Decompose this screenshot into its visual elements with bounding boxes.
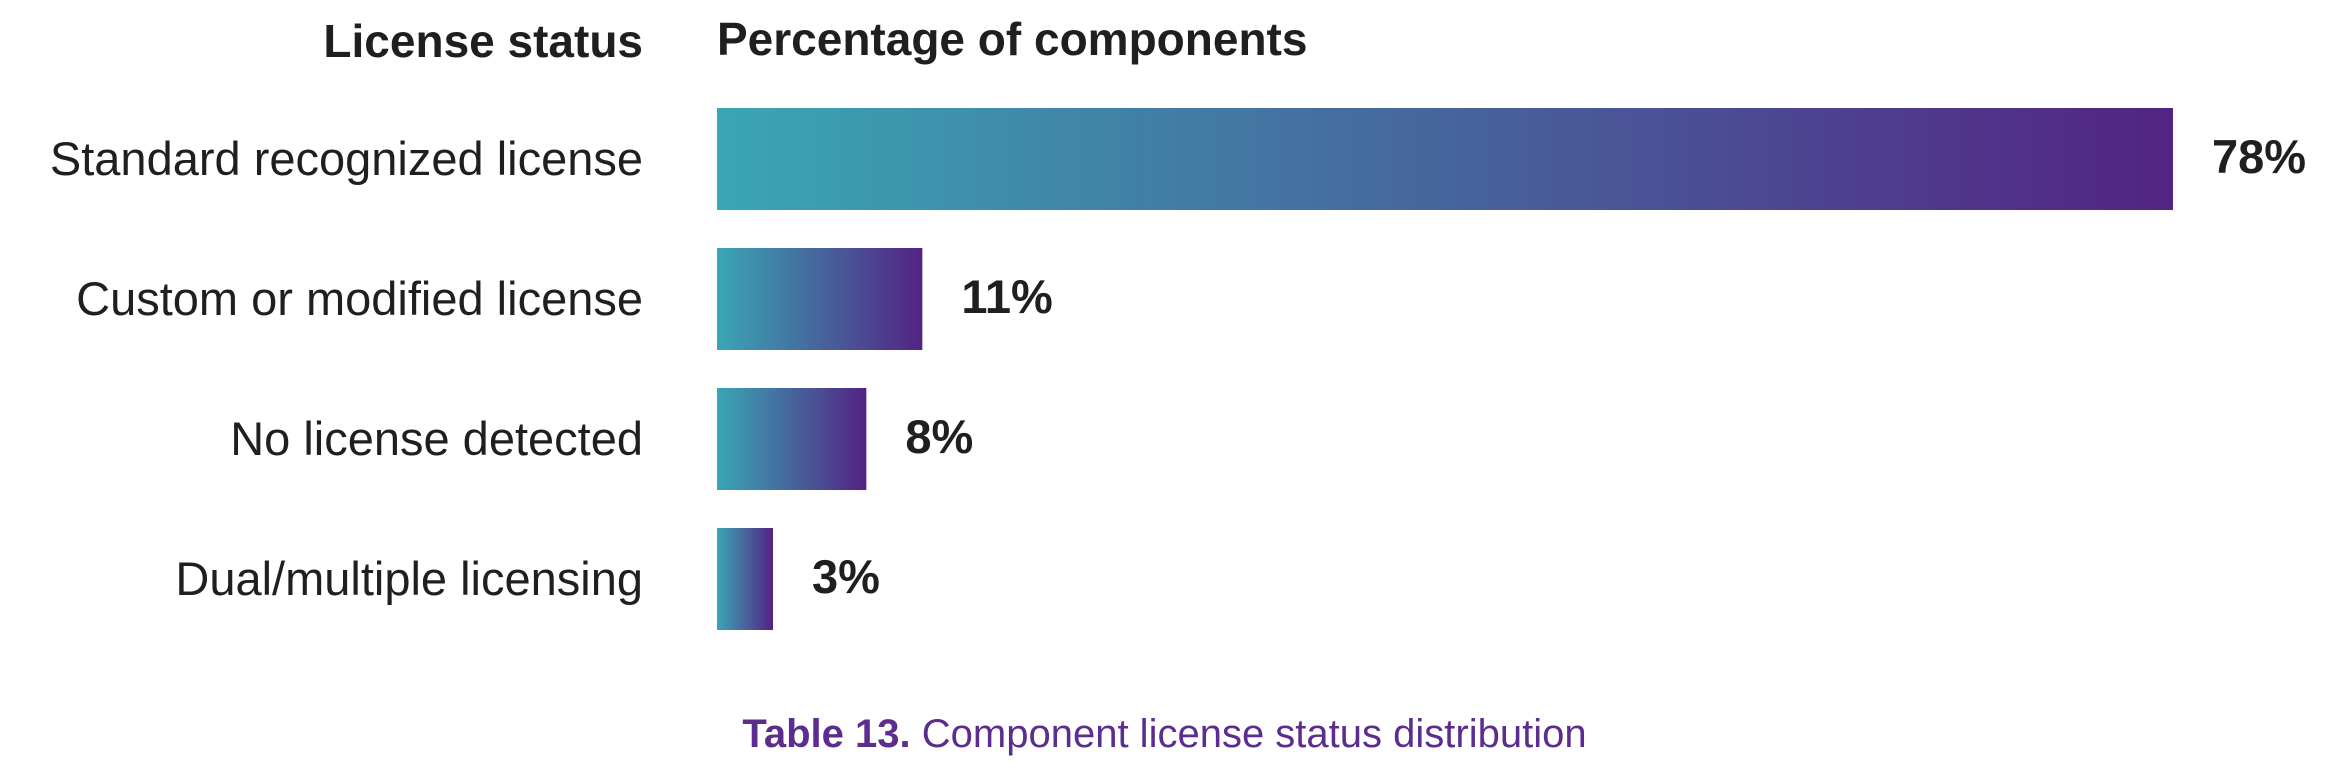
category-label: Custom or modified license [76, 272, 643, 325]
bar [717, 248, 923, 350]
category-label: Standard recognized license [50, 132, 643, 185]
value-axis-header: Percentage of components [717, 13, 1307, 65]
category-label: No license detected [230, 412, 643, 465]
bar [717, 108, 2173, 210]
caption-label: Table 13. [742, 712, 911, 756]
category-label: Dual/multiple licensing [175, 552, 643, 605]
category-axis-header: License status [323, 15, 643, 67]
value-label: 3% [812, 550, 880, 603]
figure-caption: Table 13. Component license status distr… [0, 712, 2329, 757]
value-label: 11% [961, 270, 1052, 323]
bars-group: Standard recognized license 78% Custom or … [50, 108, 2306, 630]
caption-text: Component license status distribution [921, 712, 1587, 756]
value-label: 78% [2212, 130, 2306, 183]
bar [717, 388, 867, 490]
value-label: 8% [905, 410, 973, 463]
bar-chart: License status Percentage of components … [50, 13, 2306, 630]
bar [717, 528, 773, 630]
